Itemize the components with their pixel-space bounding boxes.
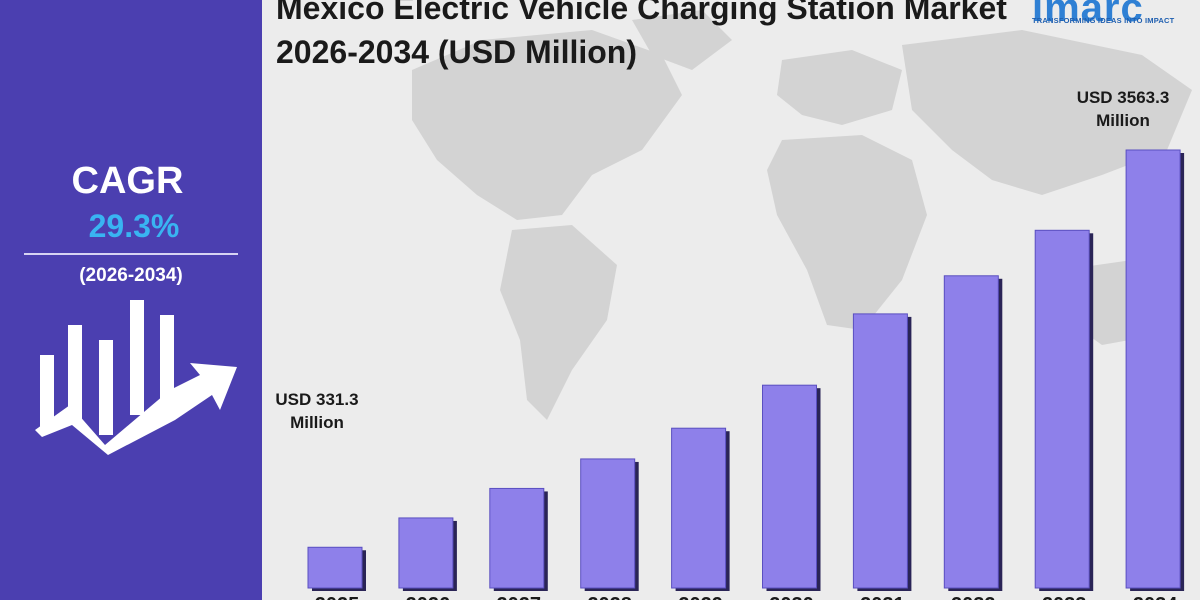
bar-2027 (489, 487, 545, 589)
bar-2025 (307, 546, 363, 589)
tick-label-2032: 2032 (951, 594, 996, 600)
cagr-period: (2026-2034) (79, 265, 183, 286)
bar-2030 (762, 384, 817, 589)
cagr-panel: CAGR 29.3% (2026-2034) (0, 0, 262, 600)
bar-2026 (398, 517, 454, 589)
cagr-divider (24, 253, 238, 255)
tick-label-2034: 2034 (1133, 594, 1178, 600)
cagr-label: CAGR (71, 160, 184, 202)
tick-label-2031: 2031 (860, 594, 905, 600)
bar-2034 (1125, 149, 1181, 589)
bar-2033 (1034, 229, 1090, 589)
cagr-value: 29.3% (88, 208, 180, 244)
bar-2029 (671, 427, 727, 589)
first-value-callout: USD 331.3 Million (275, 390, 359, 432)
logo-text: imarc (1032, 0, 1144, 30)
bar-chart: 2025 2026 2027 2028 2029 2030 2031 2032 2033 2034 (307, 149, 1185, 600)
bar-2028 (580, 458, 636, 589)
tick-label-2033: 2033 (1042, 594, 1087, 600)
bar-chart-rising-arrow-icon (35, 300, 237, 455)
tick-label-2026: 2026 (406, 594, 451, 600)
tick-label-2028: 2028 (587, 594, 632, 600)
imarc-logo: imarc TRANSFORMING IDEAS INTO IMPACT (1032, 0, 1200, 38)
tick-label-2030: 2030 (769, 594, 814, 600)
tick-label-2027: 2027 (497, 594, 542, 600)
chart-title: Mexico Electric Vehicle Charging Station… (276, 0, 1007, 70)
logo-tagline: TRANSFORMING IDEAS INTO IMPACT (1032, 16, 1175, 25)
bar-2031 (852, 313, 908, 589)
tick-label-2029: 2029 (678, 594, 723, 600)
bar-2032 (943, 275, 999, 589)
tick-label-2025: 2025 (315, 594, 360, 600)
last-value-callout: USD 3563.3 Million (1076, 88, 1170, 130)
